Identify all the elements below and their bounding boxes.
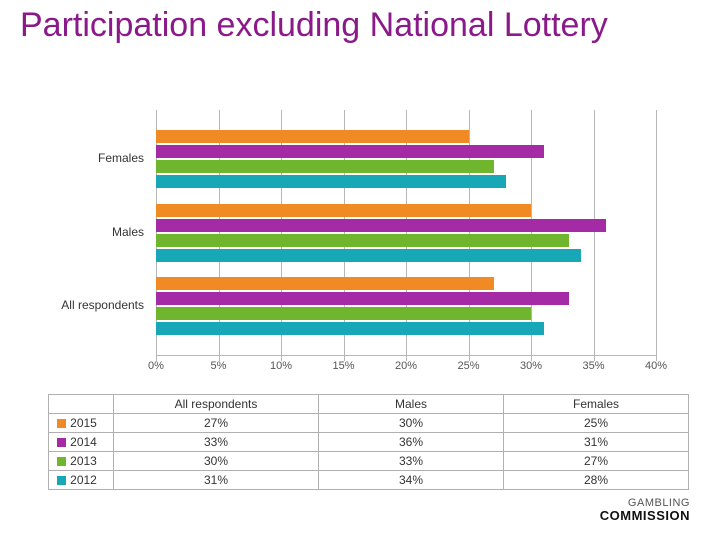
axis-tick	[656, 110, 657, 361]
x-tick-label: 35%	[582, 360, 604, 372]
table-cell: 36%	[319, 433, 504, 452]
table-col-females: Females	[504, 395, 689, 414]
legend-swatch	[57, 457, 66, 466]
bar	[156, 219, 606, 232]
bar	[156, 204, 531, 217]
category-label: Females	[48, 151, 144, 165]
table-cell: 34%	[319, 471, 504, 490]
x-tick-label: 30%	[520, 360, 542, 372]
legend-year-cell: 2013	[49, 452, 114, 471]
table-row: 2015 27%30%25%	[49, 414, 689, 433]
data-table: All respondents Males Females 201527%30%…	[48, 394, 689, 490]
table-cell: 33%	[114, 433, 319, 452]
bar	[156, 292, 569, 305]
brand-logo: GAMBLING COMMISSION	[600, 498, 690, 522]
table-cell: 27%	[504, 452, 689, 471]
legend-year-label: 2015	[70, 416, 97, 430]
x-tick-label: 5%	[211, 360, 227, 372]
x-tick-label: 25%	[457, 360, 479, 372]
x-tick-label: 20%	[395, 360, 417, 372]
table-row: 2012 31%34%28%	[49, 471, 689, 490]
legend-year-cell: 2015	[49, 414, 114, 433]
table-row: 2013 30%33%27%	[49, 452, 689, 471]
x-tick-label: 10%	[270, 360, 292, 372]
bar	[156, 277, 494, 290]
table-cell: 28%	[504, 471, 689, 490]
table-row: 2014 33%36%31%	[49, 433, 689, 452]
table-cell: 31%	[114, 471, 319, 490]
bar	[156, 160, 494, 173]
bar	[156, 175, 506, 188]
bar	[156, 322, 544, 335]
chart-container: 0%5%10%15%20%25%30%35%40%FemalesMalesAll…	[48, 110, 656, 385]
bar	[156, 234, 569, 247]
bars-layer	[156, 110, 656, 355]
x-tick-label: 40%	[645, 360, 667, 372]
table-cell: 30%	[114, 452, 319, 471]
table-cell: 33%	[319, 452, 504, 471]
bar	[156, 145, 544, 158]
legend-year-label: 2014	[70, 435, 97, 449]
x-tick-label: 0%	[148, 360, 164, 372]
page-title: Participation excluding National Lottery	[20, 6, 608, 45]
x-tick-label: 15%	[332, 360, 354, 372]
table-cell: 27%	[114, 414, 319, 433]
legend-swatch	[57, 438, 66, 447]
table-cell: 31%	[504, 433, 689, 452]
bar	[156, 307, 531, 320]
legend-swatch	[57, 476, 66, 485]
table-col-males: Males	[319, 395, 504, 414]
brand-line2: COMMISSION	[600, 509, 690, 522]
legend-swatch	[57, 419, 66, 428]
slide: Participation excluding National Lottery…	[0, 0, 720, 540]
table-head: All respondents Males Females	[49, 395, 689, 414]
legend-year-label: 2012	[70, 473, 97, 487]
category-label: All respondents	[48, 298, 144, 312]
category-label: Males	[48, 225, 144, 239]
table-col-all: All respondents	[114, 395, 319, 414]
bar	[156, 249, 581, 262]
table-cell: 25%	[504, 414, 689, 433]
bar	[156, 130, 469, 143]
table-cell: 30%	[319, 414, 504, 433]
legend-year-cell: 2012	[49, 471, 114, 490]
table-col-year	[49, 395, 114, 414]
legend-year-label: 2013	[70, 454, 97, 468]
legend-year-cell: 2014	[49, 433, 114, 452]
table-body: 201527%30%25%201433%36%31%201330%33%27%2…	[49, 414, 689, 490]
